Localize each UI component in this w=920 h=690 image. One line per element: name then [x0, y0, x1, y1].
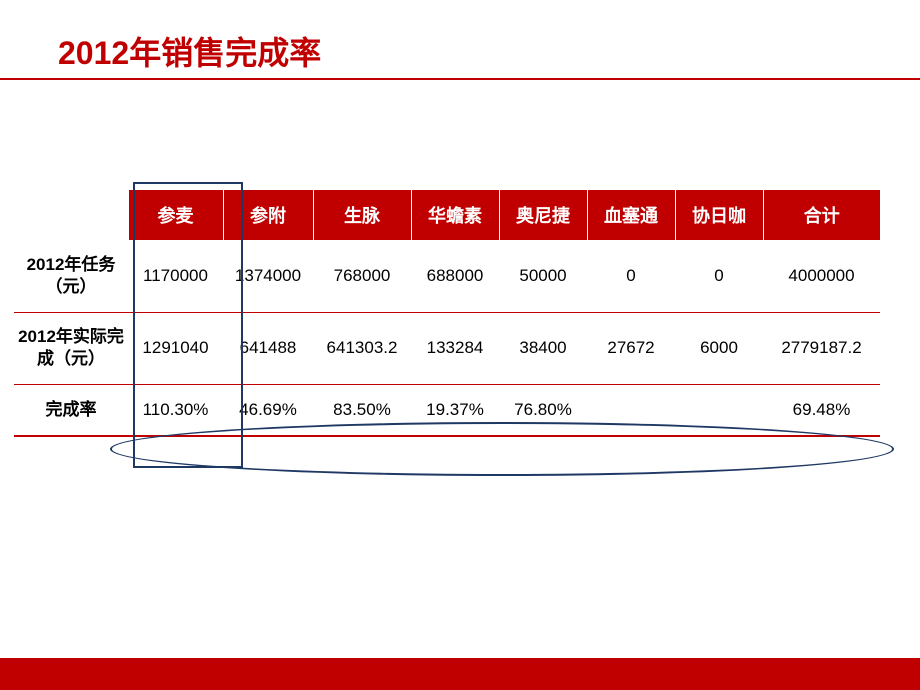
- cell: 46.69%: [223, 384, 313, 436]
- cell: 50000: [499, 240, 587, 312]
- row-label-target: 2012年任务（元）: [14, 240, 128, 312]
- cell: 76.80%: [499, 384, 587, 436]
- cell: 641488: [223, 312, 313, 384]
- cell: 110.30%: [128, 384, 223, 436]
- table-row: 2012年任务（元） 1170000 1374000 768000 688000…: [14, 240, 880, 312]
- col-header-xuesaitong: 血塞通: [587, 190, 675, 240]
- cell: 0: [675, 240, 763, 312]
- cell: 688000: [411, 240, 499, 312]
- cell: 27672: [587, 312, 675, 384]
- col-header-blank: [14, 190, 128, 240]
- col-header-shenfu: 参附: [223, 190, 313, 240]
- row-label-actual: 2012年实际完成（元）: [14, 312, 128, 384]
- title-underline: [0, 78, 920, 80]
- cell: 6000: [675, 312, 763, 384]
- cell: 83.50%: [313, 384, 411, 436]
- page-title: 2012年销售完成率: [58, 28, 321, 74]
- col-header-xierika: 协日咖: [675, 190, 763, 240]
- sales-table: 参麦 参附 生脉 华蟾素 奥尼捷 血塞通 协日咖 合计 2012年任务（元） 1…: [14, 190, 880, 437]
- col-header-huachansu: 华蟾素: [411, 190, 499, 240]
- cell: 69.48%: [763, 384, 880, 436]
- cell: 0: [587, 240, 675, 312]
- cell: [675, 384, 763, 436]
- cell: 1291040: [128, 312, 223, 384]
- cell: 19.37%: [411, 384, 499, 436]
- cell: 1170000: [128, 240, 223, 312]
- table-row: 完成率 110.30% 46.69% 83.50% 19.37% 76.80% …: [14, 384, 880, 436]
- cell: 133284: [411, 312, 499, 384]
- cell: 2779187.2: [763, 312, 880, 384]
- cell: 641303.2: [313, 312, 411, 384]
- cell: 4000000: [763, 240, 880, 312]
- footer-bar: [0, 658, 920, 690]
- col-header-aonijie: 奥尼捷: [499, 190, 587, 240]
- cell: [587, 384, 675, 436]
- cell: 1374000: [223, 240, 313, 312]
- col-header-shengmai: 生脉: [313, 190, 411, 240]
- cell: 38400: [499, 312, 587, 384]
- sales-table-wrap: 参麦 参附 生脉 华蟾素 奥尼捷 血塞通 协日咖 合计 2012年任务（元） 1…: [14, 190, 880, 437]
- col-header-heji: 合计: [763, 190, 880, 240]
- table-row: 2012年实际完成（元） 1291040 641488 641303.2 133…: [14, 312, 880, 384]
- cell: 768000: [313, 240, 411, 312]
- col-header-shenmai: 参麦: [128, 190, 223, 240]
- table-header-row: 参麦 参附 生脉 华蟾素 奥尼捷 血塞通 协日咖 合计: [14, 190, 880, 240]
- row-label-rate: 完成率: [14, 384, 128, 436]
